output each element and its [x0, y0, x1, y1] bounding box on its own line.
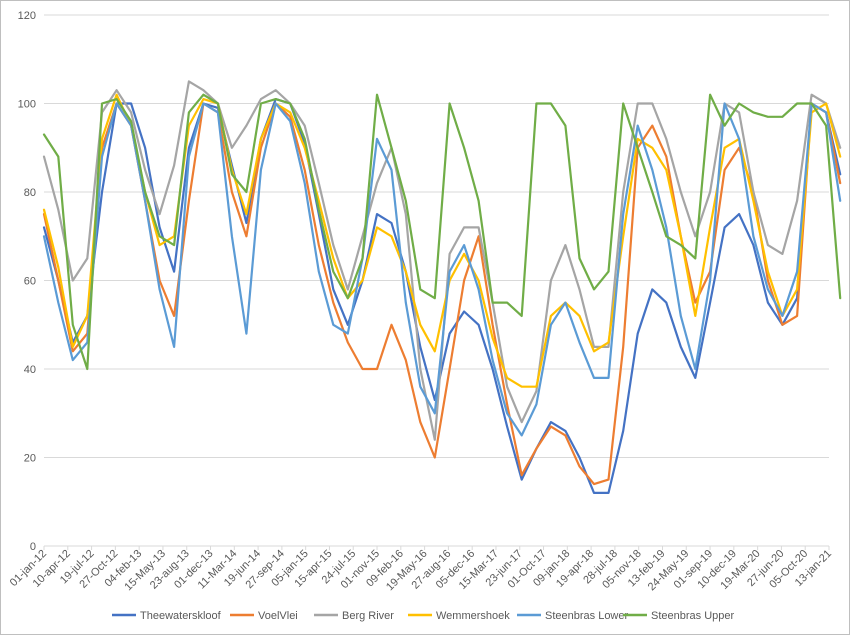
y-tick-label: 20 — [24, 453, 36, 465]
series-line-berg-river — [42, 80, 842, 441]
y-tick-label: 40 — [24, 364, 36, 376]
series-lines — [42, 80, 842, 494]
gridlines — [43, 14, 830, 550]
legend-label: Theewaterskloof — [140, 610, 222, 622]
y-tick-label: 100 — [18, 99, 36, 111]
y-tick-label: 60 — [24, 276, 36, 288]
series-line-theewaterskloof — [42, 97, 842, 494]
y-tick-label: 0 — [30, 541, 36, 553]
y-axis-tick-labels: 0 20 40 60 80 100 120 — [18, 10, 36, 553]
series-line-voelvlei — [42, 102, 842, 486]
legend-label: Berg River — [342, 610, 394, 622]
series-line-steenbras-lower — [42, 102, 842, 437]
x-axis-tick-labels: 01-jan-1210-apr-1219-jul-1227-Oct-1204-f… — [8, 548, 834, 594]
legend-label: Wemmershoek — [436, 610, 510, 622]
legend-label: Steenbras Upper — [651, 610, 734, 622]
legend-label: VoelVlei — [258, 610, 298, 622]
series-line-steenbras-upper — [42, 93, 842, 371]
y-tick-label: 120 — [18, 10, 36, 22]
y-tick-label: 80 — [24, 187, 36, 199]
legend-label: Steenbras Lower — [545, 610, 628, 622]
legend: Theewaterskloof VoelVlei Berg River Wemmers… — [112, 610, 734, 622]
